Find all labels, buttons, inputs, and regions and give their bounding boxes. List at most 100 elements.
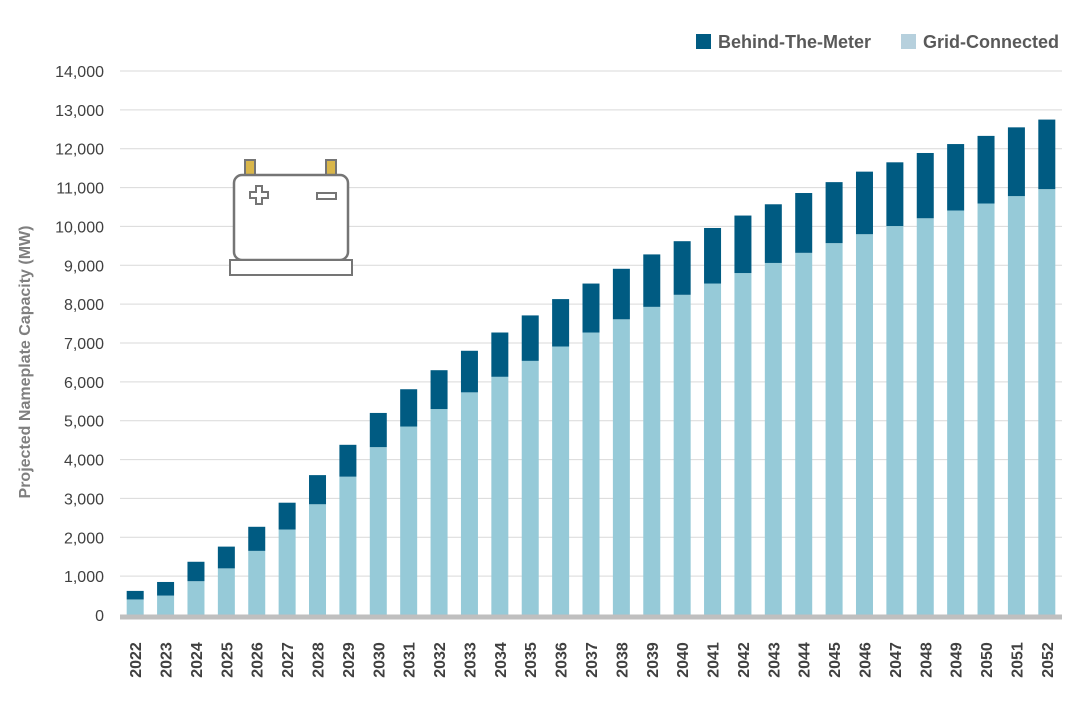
bar-grid-connected-2049 [947,210,965,616]
bar-grid-connected-2039 [643,306,661,615]
y-tick-label: 13,000 [55,103,104,120]
battery-minus-sign [316,192,337,200]
x-tick-label: 2030 [371,642,388,678]
x-tick-label: 2040 [675,642,692,678]
bar-behind-the-meter-2029 [339,444,357,477]
x-tick-label: 2049 [949,642,966,678]
y-tick-label: 8,000 [64,297,104,314]
x-tick-label: 2048 [918,642,935,678]
bar-grid-connected-2048 [916,218,934,616]
bar-behind-the-meter-2022 [126,590,144,600]
bar-behind-the-meter-2038 [612,268,630,320]
bar-behind-the-meter-2049 [947,144,965,211]
bar-grid-connected-2051 [1007,196,1025,615]
x-tick-label: 2047 [888,642,905,678]
x-tick-label: 2024 [189,642,206,678]
bar-behind-the-meter-2047 [886,162,904,227]
bar-grid-connected-2050 [977,203,995,615]
bar-grid-connected-2027 [278,529,296,615]
bar-grid-connected-2052 [1038,189,1056,615]
legend-swatch [696,34,711,49]
bar-behind-the-meter-2035 [521,315,539,361]
bar-behind-the-meter-2043 [764,204,782,263]
y-tick-label: 11,000 [56,181,104,198]
legend-label: Behind-The-Meter [718,32,871,52]
bar-behind-the-meter-2024 [187,561,205,582]
x-tick-label: 2052 [1040,642,1057,678]
x-tick-label: 2046 [857,642,874,678]
legend-swatch [901,34,916,49]
bar-grid-connected-2044 [795,252,813,615]
x-tick-label: 2034 [493,642,510,678]
x-tick-label: 2038 [614,642,631,678]
bar-behind-the-meter-2033 [460,350,478,393]
bar-grid-connected-2030 [369,447,387,615]
x-tick-label: 2035 [523,642,540,678]
bar-behind-the-meter-2026 [248,526,266,551]
bar-grid-connected-2032 [430,409,448,615]
y-tick-label: 14,000 [55,64,104,81]
x-tick-label: 2036 [554,642,571,678]
bar-grid-connected-2036 [552,346,570,615]
bar-grid-connected-2028 [309,504,327,615]
x-tick-label: 2027 [280,642,297,678]
x-tick-label: 2032 [432,642,449,678]
x-tick-label: 2031 [402,642,419,678]
bar-behind-the-meter-2042 [734,215,752,274]
x-tick-label: 2042 [736,642,753,678]
x-tick-label: 2051 [1009,642,1026,678]
battery-terminal-right [325,159,337,177]
x-tick-label: 2033 [462,642,479,678]
bar-grid-connected-2031 [400,426,418,615]
y-tick-label: 6,000 [64,375,104,392]
bar-behind-the-meter-2040 [673,241,691,295]
x-axis-tick-labels: 2022 2023 2024 2025 2026 2027 2028 2029 2030 2031… [128,642,1057,678]
bar-behind-the-meter-2030 [369,412,387,448]
x-tick-label: 2037 [584,642,601,678]
bar-grid-connected-2034 [491,376,509,615]
bar-behind-the-meter-2025 [217,546,235,569]
bar-grid-connected-2038 [612,319,630,615]
bar-behind-the-meter-2027 [278,502,296,530]
bar-behind-the-meter-2031 [400,389,418,427]
bar-grid-connected-2046 [855,234,873,615]
bar-grid-connected-2040 [673,294,691,615]
bar-behind-the-meter-2032 [430,370,448,410]
bar-grid-connected-2042 [734,273,752,615]
bar-behind-the-meter-2045 [825,182,843,244]
bar-behind-the-meter-2046 [855,171,873,235]
bar-behind-the-meter-2036 [552,299,570,347]
bar-behind-the-meter-2048 [916,152,934,219]
bars [126,119,1056,616]
bar-grid-connected-2043 [764,262,782,615]
y-tick-label: 1,000 [64,569,104,586]
bar-grid-connected-2026 [248,550,266,615]
y-tick-label: 4,000 [64,453,104,470]
bar-behind-the-meter-2028 [309,475,327,505]
x-tick-label: 2050 [979,642,996,678]
bar-grid-connected-2025 [217,568,235,615]
battery-base [229,259,353,276]
x-tick-label: 2023 [159,642,176,678]
bar-grid-connected-2037 [582,332,600,615]
battery-body [232,173,350,262]
bar-grid-connected-2033 [460,392,478,615]
y-tick-label: 3,000 [64,491,104,508]
bar-grid-connected-2045 [825,243,843,615]
y-axis-tick-labels: 0 1,000 2,000 3,000 4,000 5,000 6,000 7,000 8,00… [55,64,104,625]
x-tick-label: 2022 [128,642,145,678]
bar-grid-connected-2035 [521,360,539,615]
bar-behind-the-meter-2044 [795,193,813,253]
x-tick-label: 2028 [311,642,328,678]
x-tick-label: 2026 [250,642,267,678]
y-axis-title: Projected Nameplate Capacity (MW) [17,226,34,499]
y-tick-label: 0 [95,608,104,625]
y-tick-label: 7,000 [64,336,104,353]
y-tick-label: 9,000 [64,258,104,275]
battery-terminal-left [244,159,256,177]
x-tick-label: 2039 [645,642,662,678]
y-tick-label: 2,000 [64,530,104,547]
y-tick-label: 12,000 [55,142,104,159]
x-tick-label: 2044 [797,642,814,678]
